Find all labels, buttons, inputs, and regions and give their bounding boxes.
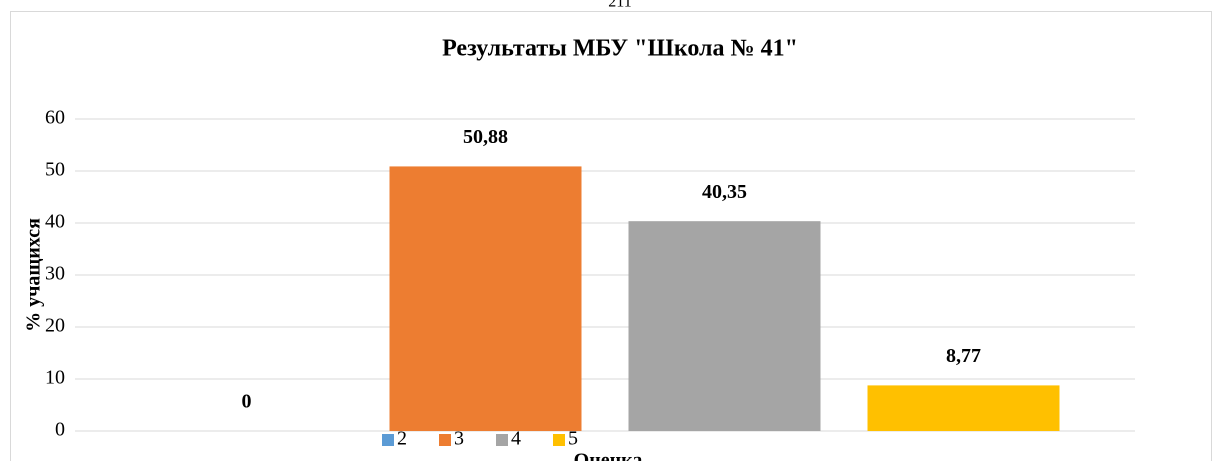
y-tick-label: 0 — [55, 419, 65, 441]
legend-swatch — [382, 434, 394, 446]
legend-label: 2 — [397, 428, 407, 450]
bar — [389, 166, 582, 431]
data-label: 50,88 — [463, 126, 508, 148]
legend-label: 3 — [454, 428, 464, 450]
y-tick-label: 30 — [45, 263, 65, 285]
page-number: 211 — [608, 0, 631, 11]
data-label: 0 — [242, 391, 252, 413]
y-tick-label: 20 — [45, 315, 65, 337]
data-label: 40,35 — [702, 181, 747, 203]
y-tick-label: 10 — [45, 367, 65, 389]
y-axis-label: % учащихся — [23, 218, 45, 332]
bar — [628, 221, 821, 431]
legend-swatch — [496, 434, 508, 446]
legend-label: 4 — [511, 428, 521, 450]
legend-label: 5 — [568, 428, 578, 450]
bar — [867, 385, 1060, 431]
legend-swatch — [439, 434, 451, 446]
data-label: 8,77 — [946, 345, 981, 367]
x-axis-label: Оценка — [574, 450, 643, 461]
chart-frame — [10, 11, 1212, 461]
chart-title: Результаты МБУ "Школа № 41" — [442, 36, 798, 62]
y-tick-label: 40 — [45, 211, 65, 233]
legend-swatch — [553, 434, 565, 446]
y-tick-label: 50 — [45, 159, 65, 181]
y-tick-label: 60 — [45, 107, 65, 129]
